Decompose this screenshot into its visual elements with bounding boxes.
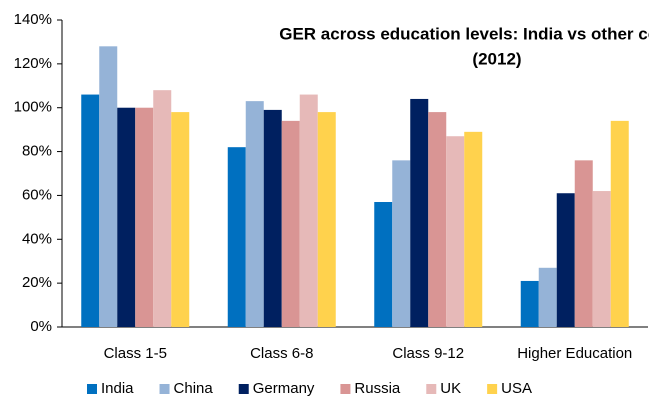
bar (299, 94, 318, 327)
y-tick-label: 80% (22, 143, 52, 160)
legend-swatch (487, 384, 498, 394)
bar (227, 147, 246, 327)
bar (281, 120, 300, 327)
bar (374, 202, 393, 327)
bar (135, 107, 154, 327)
x-tick-label: Class 1-5 (104, 345, 167, 362)
bar (245, 101, 264, 327)
legend-label: UK (440, 380, 461, 397)
bar (171, 112, 190, 327)
bar (446, 136, 465, 327)
bar (392, 160, 411, 327)
y-tick-label: 0% (30, 318, 52, 335)
y-tick-label: 100% (14, 99, 52, 116)
y-tick-label: 120% (14, 55, 52, 72)
bar (464, 131, 483, 327)
legend-label: Russia (354, 380, 401, 397)
y-tick-label: 40% (22, 230, 52, 247)
legend-label: USA (501, 380, 532, 397)
bar (263, 109, 282, 328)
legend-label: China (174, 380, 214, 397)
bar (556, 193, 575, 327)
bar (574, 160, 593, 327)
x-tick-label: Higher Education (517, 345, 632, 362)
bar (317, 112, 336, 327)
legend-swatch (87, 384, 97, 394)
bar (117, 107, 136, 327)
bar (428, 112, 447, 327)
x-tick-label: Class 9-12 (392, 345, 464, 362)
y-tick-label: 60% (22, 186, 52, 203)
bar (592, 191, 611, 327)
bar (538, 267, 557, 327)
y-tick-label: 20% (22, 274, 52, 291)
legend-swatch (238, 384, 249, 394)
bar (81, 94, 100, 327)
y-tick-label: 140% (14, 11, 52, 28)
legend-label: India (101, 380, 134, 397)
bar (153, 90, 172, 328)
bar (99, 46, 118, 328)
legend-label: Germany (253, 380, 315, 397)
chart-title: (2012) (472, 49, 521, 68)
legend-swatch (340, 384, 351, 394)
chart-title: GER across education levels: India vs ot… (279, 24, 649, 43)
bar (520, 280, 539, 327)
bar (410, 98, 429, 327)
bar (610, 120, 629, 327)
legend-swatch (426, 384, 437, 394)
legend-swatch (159, 384, 170, 394)
x-tick-label: Class 6-8 (250, 345, 313, 362)
